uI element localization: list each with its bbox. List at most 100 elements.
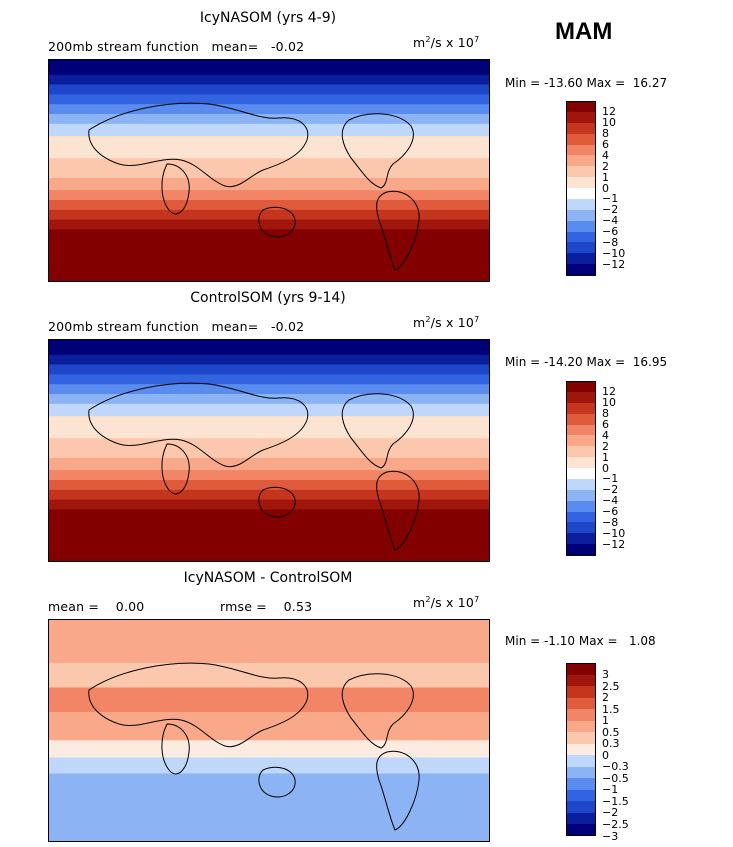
colorbar-tick-label: −4 xyxy=(602,494,619,508)
colorbar-swatch xyxy=(566,478,596,491)
colorbar-tick-label: −1 xyxy=(602,783,619,797)
field-band xyxy=(49,364,489,375)
colorbar-swatch xyxy=(566,198,596,211)
panel2-minmax: Min = -14.20 Max = 16.95 xyxy=(505,355,668,369)
colorbar-swatch xyxy=(566,778,596,791)
colorbar-swatch xyxy=(566,155,596,167)
colorbar-tick-label: −2.5 xyxy=(602,817,629,831)
field-band xyxy=(49,114,489,125)
colorbar-tick-label: 2.5 xyxy=(602,679,620,693)
colorbar-tick-label: −10 xyxy=(602,246,626,260)
field-band xyxy=(49,712,489,741)
field-band xyxy=(49,104,489,115)
coastline xyxy=(258,766,296,798)
colorbar-swatch xyxy=(566,663,596,676)
colorbar-tick-label: −10 xyxy=(602,526,626,540)
colorbar-swatch xyxy=(566,674,596,687)
colorbar-swatch xyxy=(566,177,596,189)
colorbar-tick-label: 12 xyxy=(602,105,616,119)
colorbar-tick-label: 1 xyxy=(602,450,609,464)
colorbar-tick-label: 0.5 xyxy=(602,725,620,739)
colorbar-tick-label: 12 xyxy=(602,385,616,399)
colorbar-swatch xyxy=(566,424,596,436)
panel1-field xyxy=(49,60,489,281)
colorbar-swatch xyxy=(566,720,596,733)
colorbar-tick-label: −12 xyxy=(602,257,626,271)
coastline xyxy=(88,382,309,468)
field-band xyxy=(49,740,489,759)
field-band xyxy=(49,60,489,76)
colorbar-tick-label: 6 xyxy=(602,138,609,151)
colorbar-tick-label: −6 xyxy=(602,225,619,238)
field-band xyxy=(49,74,489,86)
field-band xyxy=(49,219,489,231)
field-band xyxy=(49,136,489,159)
colorbar-tick-label: 2 xyxy=(602,159,609,173)
colorbar-swatch xyxy=(566,789,596,802)
colorbar-swatch xyxy=(566,144,596,156)
colorbar-swatch xyxy=(566,500,596,512)
coastline xyxy=(258,486,296,518)
colorbar-tick-label: −2 xyxy=(602,806,619,820)
coastline xyxy=(341,673,414,749)
field-band xyxy=(49,84,489,95)
colorbar-swatch xyxy=(566,253,596,265)
colorbar-swatch xyxy=(566,381,596,393)
colorbar-tick-label: 8 xyxy=(602,407,609,421)
field-band xyxy=(49,509,489,561)
coastline xyxy=(376,470,420,551)
colorbar-swatch xyxy=(566,457,596,469)
panel1-minmax: Min = -13.60 Max = 16.27 xyxy=(505,76,668,90)
panel1-title: IcyNASOM (yrs 4-9) xyxy=(199,10,337,26)
panel2-map xyxy=(48,339,490,562)
colorbar-tick-label: 0 xyxy=(602,748,609,762)
colorbar-tick-label: −4 xyxy=(602,214,619,228)
colorbar-tick-label: 10 xyxy=(602,116,616,130)
colorbar-swatch xyxy=(566,111,596,124)
panel2-subtitle: 200mb stream function mean= -0.02 xyxy=(48,319,305,334)
colorbar-frame xyxy=(566,101,596,275)
colorbar-tick-label: −1 xyxy=(602,472,619,486)
colorbar-tick-label: −0.3 xyxy=(602,760,629,774)
coastline xyxy=(376,190,420,271)
colorbar-tick-label: 2 xyxy=(602,691,609,705)
panel2-title: ControlSOM (yrs 9-14) xyxy=(190,290,346,306)
colorbar-tick-label: 4 xyxy=(602,428,609,442)
colorbar-swatch xyxy=(566,209,596,222)
colorbar-swatch xyxy=(566,468,596,480)
colorbar-swatch xyxy=(566,133,596,145)
field-band xyxy=(49,470,489,481)
colorbar-tick-label: 2 xyxy=(602,439,609,453)
colorbar-swatch xyxy=(566,402,596,415)
coastline xyxy=(161,163,190,215)
field-band xyxy=(49,177,489,191)
colorbar-swatch xyxy=(566,435,596,447)
colorbar-tick-label: −6 xyxy=(602,505,619,518)
colorbar-tick-label: 3 xyxy=(602,668,609,682)
coastline xyxy=(376,750,420,831)
colorbar-swatch xyxy=(566,391,596,404)
panel3-map xyxy=(48,619,490,842)
colorbar-swatch xyxy=(566,188,596,200)
colorbar-tick-label: 0 xyxy=(602,181,609,195)
colorbar-swatch xyxy=(566,801,596,814)
field-band xyxy=(49,394,489,405)
field-band xyxy=(49,687,489,713)
colorbar-tick-label: 1 xyxy=(602,714,609,728)
colorbar-swatch xyxy=(566,220,596,232)
colorbar-tick-label: −8 xyxy=(602,235,619,249)
panel2-colorbar: 12 10 8 6 4 2 1 0 −1 −2 −4 −6 −8 −10 −12 xyxy=(566,381,636,556)
colorbar-swatch xyxy=(566,709,596,722)
colorbar-tick-label: −1 xyxy=(602,192,619,206)
coastline xyxy=(341,113,414,189)
field-band xyxy=(49,757,489,775)
panel2-units: m2/s x 107 xyxy=(413,315,480,331)
field-band xyxy=(49,123,489,137)
coastline xyxy=(341,393,414,469)
panel3-units: m2/s x 107 xyxy=(413,595,480,611)
colorbar-tick-label: −2 xyxy=(602,203,619,217)
field-band xyxy=(49,209,489,221)
colorbar-swatch xyxy=(566,824,596,837)
colorbar-swatch xyxy=(566,766,596,779)
colorbar-swatch xyxy=(566,489,596,502)
